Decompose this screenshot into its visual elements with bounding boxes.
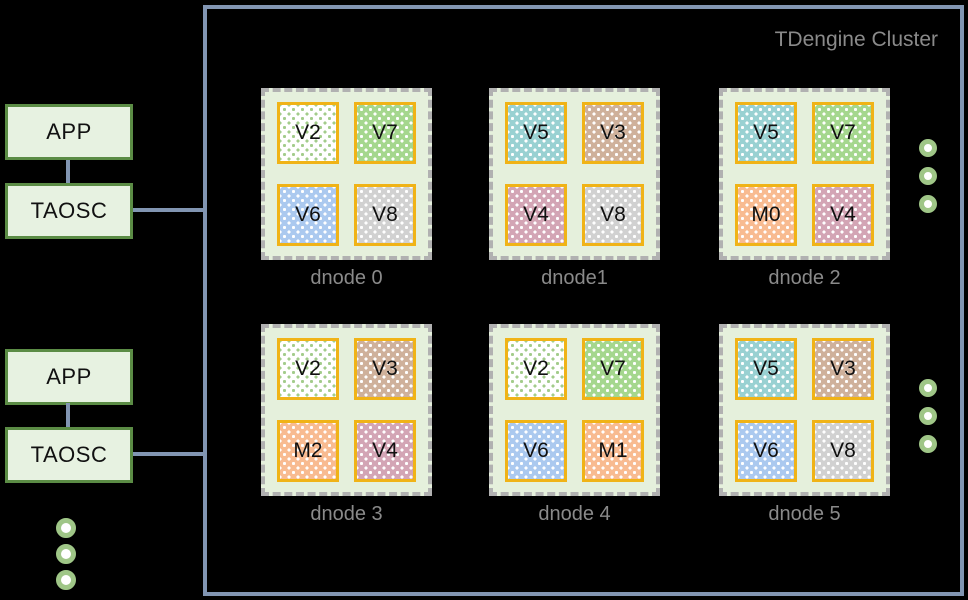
ellipsis-dot-icon bbox=[56, 518, 76, 538]
vnode-box: V8 bbox=[582, 184, 644, 246]
mnode-box: M0 bbox=[735, 184, 797, 246]
dnode: V5 V7 M0 V4 dnode 2 bbox=[719, 88, 890, 290]
vnode-box: V7 bbox=[812, 102, 874, 164]
taosc-box: TAOSC bbox=[5, 183, 133, 239]
ellipsis-dot-icon bbox=[919, 435, 937, 453]
cluster-title: TDengine Cluster bbox=[774, 28, 938, 51]
dnode-label: dnode 0 bbox=[310, 267, 383, 289]
dnode-label: dnode 4 bbox=[538, 503, 611, 525]
dnode-label: dnode1 bbox=[541, 267, 608, 289]
vnode-box: V4 bbox=[505, 184, 567, 246]
dnode: V5 V3 V6 V8 dnode 5 bbox=[719, 324, 890, 526]
ellipsis-dot-icon bbox=[919, 195, 937, 213]
vnode-box: V2 bbox=[505, 338, 567, 400]
dnode: V2 V7 V6 V8 dnode 0 bbox=[261, 88, 432, 290]
vnode-box: V5 bbox=[735, 102, 797, 164]
ellipsis-dot-icon bbox=[56, 570, 76, 590]
vnode-box: V2 bbox=[277, 338, 339, 400]
app-label: APP bbox=[46, 119, 92, 144]
dnode-box: V2 V7 V6 M1 bbox=[489, 324, 660, 496]
vnode-box: V3 bbox=[354, 338, 416, 400]
dnode-box: V5 V3 V4 V8 bbox=[489, 88, 660, 260]
vnode-box: V3 bbox=[812, 338, 874, 400]
ellipsis-dot-icon bbox=[919, 139, 937, 157]
dnode-label: dnode 2 bbox=[768, 267, 841, 289]
taosc-box: TAOSC bbox=[5, 427, 133, 483]
ellipsis-dot-icon bbox=[919, 167, 937, 185]
tdengine-cluster-box: TDengine Cluster V2 V7 V6 V8 dnode 0 V5 V3 V4 V8… bbox=[203, 5, 964, 596]
connector-taosc-cluster bbox=[133, 452, 207, 456]
connector-taosc-cluster bbox=[133, 208, 207, 212]
vnode-box: V4 bbox=[354, 420, 416, 482]
vnode-box: V2 bbox=[277, 102, 339, 164]
app-label: APP bbox=[46, 364, 92, 389]
mnode-box: M2 bbox=[277, 420, 339, 482]
ellipsis-dot-icon bbox=[919, 407, 937, 425]
vnode-box: V5 bbox=[505, 102, 567, 164]
dnode-box: V2 V7 V6 V8 bbox=[261, 88, 432, 260]
app-box: APP bbox=[5, 104, 133, 160]
taosc-label: TAOSC bbox=[30, 198, 108, 223]
vnode-box: V3 bbox=[582, 102, 644, 164]
vnode-box: V8 bbox=[812, 420, 874, 482]
dnode-grid: V2 V7 V6 V8 dnode 0 V5 V3 V4 V8 dnode1 V5 V7 M0 V4 dno… bbox=[207, 9, 960, 592]
more-clients-ellipsis bbox=[56, 518, 76, 590]
more-vnodes-ellipsis bbox=[919, 379, 937, 453]
connector-app-taosc bbox=[66, 403, 70, 427]
vnode-box: V7 bbox=[582, 338, 644, 400]
mnode-box: M1 bbox=[582, 420, 644, 482]
dnode: V5 V3 V4 V8 dnode1 bbox=[489, 88, 660, 290]
dnode: V2 V7 V6 M1 dnode 4 bbox=[489, 324, 660, 526]
dnode-label: dnode 3 bbox=[310, 503, 383, 525]
more-vnodes-ellipsis bbox=[919, 139, 937, 213]
ellipsis-dot-icon bbox=[919, 379, 937, 397]
dnode-box: V5 V3 V6 V8 bbox=[719, 324, 890, 496]
dnode-box: V5 V7 M0 V4 bbox=[719, 88, 890, 260]
vnode-box: V6 bbox=[735, 420, 797, 482]
vnode-box: V8 bbox=[354, 184, 416, 246]
dnode-label: dnode 5 bbox=[768, 503, 841, 525]
vnode-box: V7 bbox=[354, 102, 416, 164]
taosc-label: TAOSC bbox=[30, 442, 108, 467]
vnode-box: V6 bbox=[505, 420, 567, 482]
ellipsis-dot-icon bbox=[56, 544, 76, 564]
connector-app-taosc bbox=[66, 160, 70, 183]
vnode-box: V5 bbox=[735, 338, 797, 400]
app-box: APP bbox=[5, 349, 133, 405]
vnode-box: V6 bbox=[277, 184, 339, 246]
vnode-box: V4 bbox=[812, 184, 874, 246]
dnode: V2 V3 M2 V4 dnode 3 bbox=[261, 324, 432, 526]
dnode-box: V2 V3 M2 V4 bbox=[261, 324, 432, 496]
